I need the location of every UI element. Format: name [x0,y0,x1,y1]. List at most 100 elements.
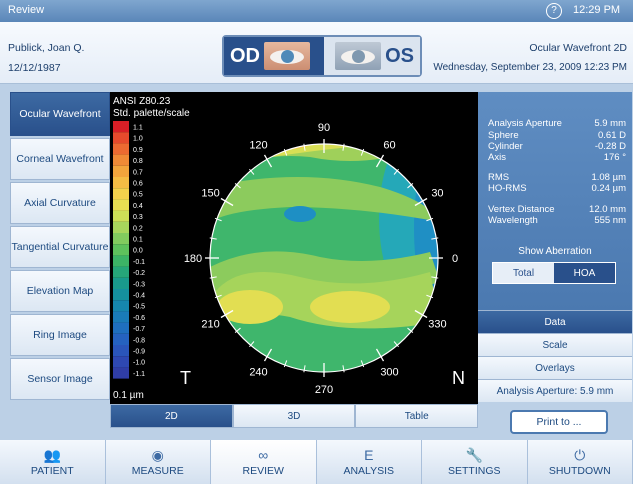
scale-swatch [113,289,129,301]
scale-swatch [113,143,129,155]
nav-sensor-image[interactable]: Sensor Image [10,358,110,400]
nav-settings[interactable]: 🔧 SETTINGS [422,440,528,484]
minor-tick [431,237,439,240]
minor-tick [214,217,222,222]
stat-value: 0.61 D [598,130,626,141]
scale-value: -0.6 [133,315,145,322]
total-button[interactable]: Total [493,263,554,283]
analysis-aperture-button[interactable]: Analysis Aperture: 5.9 mm [478,379,632,402]
angle-label: 180 [184,253,202,265]
minor-tick [283,360,288,368]
stat-label: Analysis Aperture [488,118,562,129]
angle-tick [220,197,234,207]
scale-swatch [113,132,129,144]
scale-button[interactable]: Scale [478,333,632,356]
angle-tick [263,348,273,362]
scale-value: -0.2 [133,270,145,277]
scale-value: -0.8 [133,337,145,344]
scale-swatch [113,121,129,133]
stat-label: Axis [488,152,506,163]
minor-tick [426,294,434,299]
help-icon[interactable]: ? [546,3,562,19]
stat-label: HO-RMS [488,183,527,194]
scale-swatch [113,154,129,166]
scale-value: -1.0 [133,360,145,367]
tab-2d[interactable]: 2D [110,404,233,428]
measurement-panel: Analysis Aperture 5.9 mm Sphere 0.61 D Cylin… [478,92,632,310]
nav-elevation-map[interactable]: Elevation Map [10,270,110,312]
scale-value: -0.5 [133,304,145,311]
os-eye-button[interactable]: OS [324,37,420,75]
minor-tick [234,183,241,189]
eye-selector: OD OS [222,35,422,77]
minor-tick [407,183,414,189]
stat-label: Wavelength [488,215,538,226]
data-header: Data [478,310,632,333]
angle-label: 330 [428,319,446,331]
stat-label: RMS [488,172,510,183]
nav-label: SHUTDOWN [548,464,611,477]
tab-table[interactable]: Table [355,404,479,428]
scale-unit: 0.1 µm [113,390,144,401]
scale-value: 1.1 [133,125,143,132]
nav-ring-image[interactable]: Ring Image [10,314,110,356]
angle-label: 60 [383,140,395,152]
angle-tick [414,309,428,319]
overlays-button[interactable]: Overlays [478,356,632,379]
nav-ocular-wavefront[interactable]: Ocular Wavefront [10,92,110,136]
stat-label: Sphere [488,130,519,141]
print-button[interactable]: Print to ... [510,410,608,434]
view-tabs: 2D 3D Table [110,404,479,428]
tab-3d[interactable]: 3D [232,404,356,428]
scale-value: 0.0 [133,248,143,255]
scale-swatch [113,322,129,334]
minor-tick [431,276,439,279]
nav-patient[interactable]: 👥 PATIENT [0,440,106,484]
stat-value: 176 ° [603,152,626,163]
angle-label: 0 [452,253,458,265]
minor-tick [360,148,365,156]
scale-swatch [113,333,129,345]
od-eye-button[interactable]: OD [224,37,324,75]
minor-tick [209,276,217,279]
nav-tangential-curvature[interactable]: Tangential Curvature [10,226,110,268]
stat-value: -0.28 D [594,141,626,152]
nav-shutdown[interactable]: ⏻ SHUTDOWN [527,440,633,484]
scale-value: 0.3 [133,214,143,221]
nav-corneal-wavefront[interactable]: Corneal Wavefront [10,138,110,180]
angle-label: 210 [201,319,219,331]
eye-chart-icon: E [364,446,374,463]
wavefront-map-panel: ANSI Z80.23 Std. palette/scale 1.1 1.0 0.9 0.… [110,92,478,404]
nav-analysis[interactable]: E ANALYSIS [316,440,422,484]
scale-value: 1.0 [133,136,143,143]
exam-title: Ocular Wavefront 2D [529,42,627,54]
nav-review[interactable]: ∞ REVIEW [211,440,317,484]
left-eye-icon [335,42,382,70]
minor-tick [342,143,345,151]
map-type-nav: Ocular Wavefront Corneal Wavefront Axial C… [10,92,110,404]
minor-tick [360,360,365,368]
nav-label: ANALYSIS [343,464,395,477]
scale-value: 0.7 [133,169,143,176]
title-bar: Review ? 12:29 PM [0,0,633,22]
scale-swatch [113,244,129,256]
stat-label: Vertex Distance [488,204,555,215]
angle-label: 90 [318,122,330,134]
review-icon: ∞ [258,446,269,463]
nav-axial-curvature[interactable]: Axial Curvature [10,182,110,224]
nav-measure[interactable]: ◉ MEASURE [105,440,211,484]
minor-tick [426,217,434,222]
stat-value: 5.9 mm [594,118,626,129]
aberration-toggle: Total HOA [492,262,616,284]
patient-icon: 👥 [43,446,61,463]
scale-title: ANSI Z80.23 [113,96,171,107]
nav-label: MEASURE [131,464,184,477]
scale-swatch [113,165,129,177]
wrench-icon: 🔧 [465,446,483,463]
angle-tick [375,348,385,362]
scale-value: -0.9 [133,349,145,356]
scale-swatch [113,177,129,189]
scale-value: 0.8 [133,158,143,165]
hoa-button[interactable]: HOA [554,263,615,283]
